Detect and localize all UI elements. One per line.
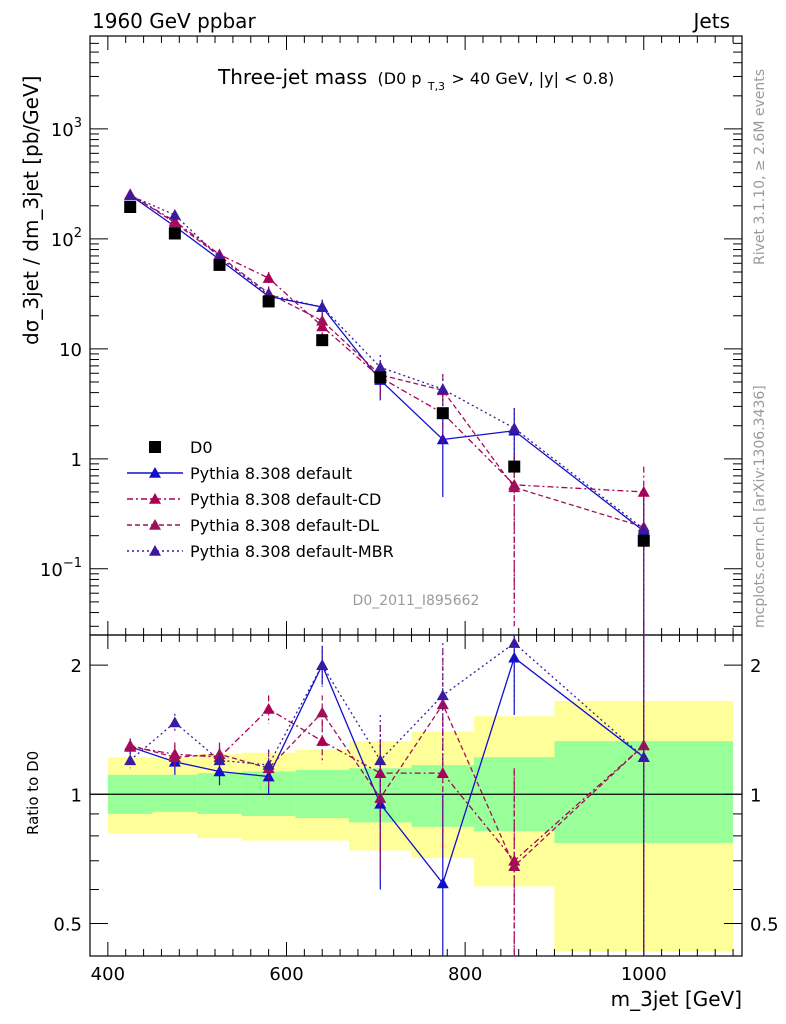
side-text-bottom: mcplots.cern.ch [arXiv:1306.3436] (752, 385, 768, 628)
ratio-y-tick-label-right: 0.5 (750, 914, 779, 935)
title-rest: > 40 GeV, |y| < 0.8) (451, 69, 614, 88)
legend-marker (149, 519, 161, 530)
ratio-point (637, 751, 650, 763)
y-tick-label: 102 (51, 226, 82, 251)
legend-label: Pythia 8.308 default-MBR (190, 542, 394, 561)
data-point (374, 371, 387, 384)
ratio-point (374, 792, 387, 803)
ratio-point (316, 659, 329, 670)
data-point (262, 272, 275, 283)
ratio-point (508, 860, 521, 871)
ratio-point (262, 759, 275, 770)
ratio-y-tick-label-left: 1 (71, 785, 82, 806)
data-point (124, 189, 137, 201)
ratio-point (168, 751, 181, 763)
ratio-point (374, 754, 387, 766)
ratio-point (168, 716, 181, 728)
ratio-point (508, 651, 521, 663)
data-point (316, 301, 329, 312)
y-axis-label-main: dσ_3jet / dm_3jet [pb/GeV] (19, 76, 43, 345)
legend-label: D0 (190, 438, 213, 457)
data-point (168, 227, 181, 240)
axes-ticks: 400 600 800 1000 10 1 103 102 10−1 2 2 1 1 0.5 0.5 (40, 35, 779, 985)
ratio-point (213, 765, 226, 777)
ratio-point (316, 706, 329, 718)
data-point (637, 523, 650, 534)
data-point (508, 460, 521, 473)
data-point (436, 407, 449, 420)
y-tick-label: 10 (59, 340, 82, 361)
ratio-point (436, 689, 449, 701)
legend-marker (149, 545, 161, 556)
series-line (129, 194, 645, 530)
ratio-panel-frame (89, 634, 743, 957)
ratio-y-tick-label-right: 2 (750, 656, 761, 677)
data-point (508, 422, 521, 433)
series-layer (124, 188, 650, 956)
legend-label: Pythia 8.308 default (190, 464, 352, 483)
x-axis-label: m_3jet [GeV] (611, 987, 742, 1011)
ratio-y-tick-label-right: 1 (750, 785, 761, 806)
band-inner (152, 774, 198, 812)
series-4 (124, 189, 650, 956)
x-tick-label: 1000 (621, 964, 667, 985)
data-point (262, 295, 275, 308)
y-tick-label: 1 (71, 450, 82, 471)
ratio-point (637, 739, 650, 751)
series-d0 (124, 201, 650, 547)
legend-entry: D0 (149, 438, 213, 457)
data-point (316, 314, 329, 326)
ratio-point (124, 739, 137, 751)
y-axis-label-ratio: Ratio to D0 (24, 751, 42, 835)
legend: D0 Pythia 8.308 default Pythia 8.308 defau… (127, 438, 394, 561)
chart-title: Three-jet mass (D0 p T,3 > 40 GeV, |y| <… (217, 65, 614, 95)
ratio-point (124, 754, 137, 766)
data-point (124, 201, 137, 214)
legend-entry: Pythia 8.308 default-DL (127, 516, 379, 535)
x-tick-label: 400 (91, 964, 125, 985)
ratio-line (130, 708, 645, 862)
legend-marker (149, 467, 161, 478)
legend-marker (149, 493, 161, 504)
ratio-point (436, 877, 449, 889)
y-tick-label: 103 (51, 116, 82, 141)
legend-entry: Pythia 8.308 default-MBR (127, 542, 394, 561)
x-tick-label: 600 (269, 964, 303, 985)
data-point (168, 216, 181, 228)
x-tick-label: 800 (448, 964, 482, 985)
data-point (374, 361, 387, 373)
ratio-point (508, 637, 521, 648)
legend-marker (149, 441, 161, 453)
data-point (637, 534, 650, 547)
data-point (436, 383, 449, 394)
header-left: 1960 GeV ppbar (92, 9, 256, 33)
header-right: Jets (692, 9, 730, 33)
ratio-point (213, 754, 226, 766)
legend-entry: Pythia 8.308 default (127, 464, 352, 483)
watermark: D0_2011_I895662 (353, 593, 480, 609)
y-tick-label: 10−1 (40, 556, 82, 581)
data-point (316, 334, 329, 347)
ratio-y-tick-label-left: 2 (71, 656, 82, 677)
ratio-y-tick-label-left: 0.5 (53, 914, 82, 935)
legend-entry: Pythia 8.308 default-CD (127, 490, 381, 509)
data-point (508, 481, 521, 493)
side-text-top: Rivet 3.1.10, ≥ 2.6M events (752, 69, 768, 265)
title-paren: (D0 p (378, 69, 422, 88)
data-point (168, 208, 181, 220)
title-main: Three-jet mass (217, 65, 367, 89)
title-sub: T,3 (427, 80, 445, 93)
ratio-point (262, 703, 275, 714)
ratio-point (316, 735, 329, 746)
ratio-line (129, 642, 645, 766)
legend-label: Pythia 8.308 default-CD (190, 490, 381, 509)
data-point (213, 258, 226, 271)
legend-label: Pythia 8.308 default-DL (190, 516, 379, 535)
